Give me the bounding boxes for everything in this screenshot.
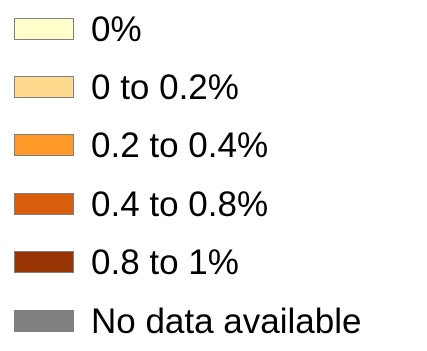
- legend-item-no-data-available: No data available: [14, 292, 361, 350]
- legend-item-0-to-0-2-percent: 0 to 0.2%: [14, 58, 239, 116]
- legend-label: 0%: [91, 9, 142, 49]
- legend-swatch: [14, 76, 74, 98]
- legend-swatch: [14, 310, 74, 332]
- legend-label: 0 to 0.2%: [91, 67, 239, 107]
- legend-label: 0.4 to 0.8%: [91, 184, 269, 224]
- legend-item-0-4-to-0-8-percent: 0.4 to 0.8%: [14, 175, 268, 233]
- legend-label: No data available: [91, 301, 362, 341]
- legend-swatch: [14, 18, 74, 40]
- legend-label: 0.8 to 1%: [91, 242, 239, 282]
- legend-swatch: [14, 193, 74, 215]
- legend-swatch: [14, 251, 74, 273]
- legend-swatch: [14, 134, 74, 156]
- legend-item-0-percent: 0%: [14, 0, 142, 58]
- legend-item-0-2-to-0-4-percent: 0.2 to 0.4%: [14, 116, 268, 174]
- legend-label: 0.2 to 0.4%: [91, 125, 269, 165]
- legend-item-0-8-to-1-percent: 0.8 to 1%: [14, 233, 239, 291]
